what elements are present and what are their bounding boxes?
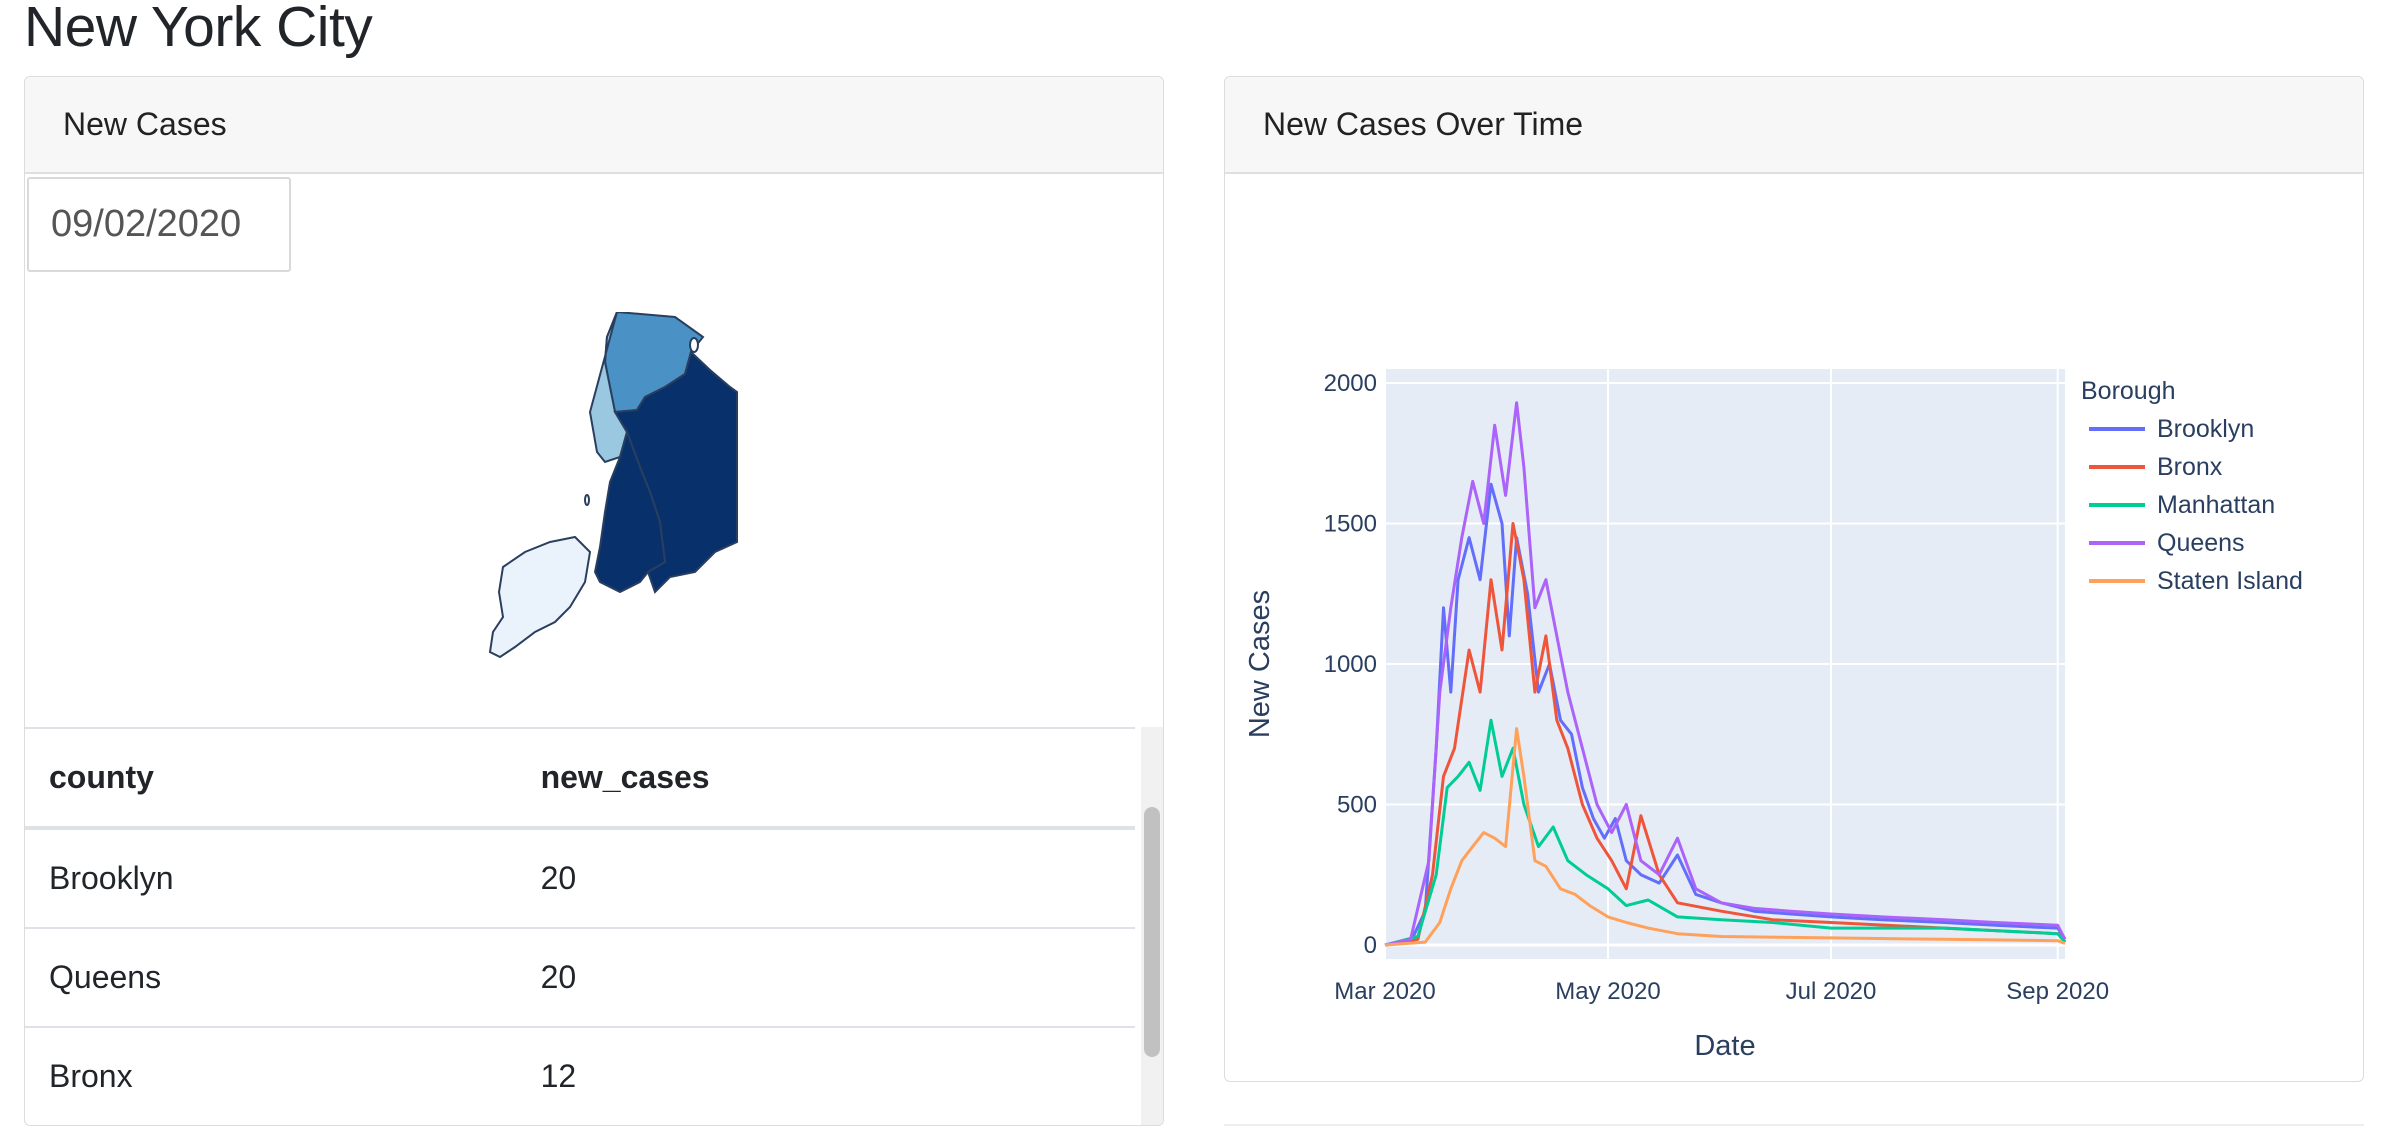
series-line-queens bbox=[1384, 401, 2067, 947]
x-tick-label: May 2020 bbox=[1555, 978, 1660, 1005]
x-tick-label: Jul 2020 bbox=[1786, 978, 1877, 1005]
table-cell-county[interactable]: Queens bbox=[25, 928, 517, 1028]
table-cell-new-cases[interactable]: 12 bbox=[516, 1027, 1135, 1125]
table-row: Brooklyn 20 bbox=[25, 828, 1135, 929]
table-scrollbar-thumb[interactable] bbox=[1144, 807, 1160, 1057]
table-cell-county[interactable]: Brooklyn bbox=[25, 828, 517, 929]
series-line-brooklyn bbox=[1384, 482, 2067, 947]
map-island-marker bbox=[689, 337, 699, 353]
table-cell-new-cases[interactable]: 20 bbox=[516, 928, 1135, 1028]
map-region-staten-island[interactable] bbox=[488, 535, 592, 659]
x-axis-title: Date bbox=[1694, 1030, 1755, 1062]
y-tick-label: 500 bbox=[1337, 791, 1377, 818]
legend-item-label: Staten Island bbox=[2157, 567, 2303, 595]
legend-item-label: Manhattan bbox=[2157, 491, 2275, 519]
borough-choropleth-map[interactable] bbox=[455, 312, 765, 712]
legend-title: Borough bbox=[2081, 377, 2176, 405]
date-picker-input[interactable]: 09/02/2020 bbox=[27, 177, 291, 272]
x-axis-ticks: Mar 2020 May 2020 Jul 2020 Sep 2020 bbox=[1334, 978, 2109, 1005]
cases-table: county new_cases Brooklyn 20 Queens 20 B… bbox=[25, 727, 1135, 1125]
chart-legend: Borough Brooklyn Bronx Manhattan Queens Stat… bbox=[2081, 377, 2303, 595]
y-tick-label: 1000 bbox=[1324, 651, 1377, 678]
new-cases-line-chart[interactable]: Mar 2020 May 2020 Jul 2020 Sep 2020 0 500 100… bbox=[1225, 174, 2364, 1079]
new-cases-card: New Cases 09/02/2020 county new_cases Br… bbox=[24, 76, 1164, 1126]
divider bbox=[1224, 1124, 2364, 1126]
legend-item-label: Queens bbox=[2157, 529, 2245, 557]
table-scrollbar[interactable] bbox=[1141, 727, 1163, 1125]
map-island-marker bbox=[584, 494, 590, 506]
series-line-staten-island bbox=[1384, 727, 2066, 947]
map-region-brooklyn[interactable] bbox=[593, 428, 667, 594]
y-axis-ticks: 0 500 1000 1500 2000 bbox=[1324, 370, 1377, 959]
grid-lines bbox=[1384, 369, 2065, 959]
series-group bbox=[1384, 401, 2067, 947]
legend-item-label: Brooklyn bbox=[2157, 415, 2254, 443]
series-line-manhattan bbox=[1384, 718, 2067, 947]
table-row: Queens 20 bbox=[25, 928, 1135, 1028]
y-tick-label: 2000 bbox=[1324, 370, 1377, 397]
new-cases-over-time-card-header: New Cases Over Time bbox=[1225, 77, 2363, 174]
page-title: New York City bbox=[24, 0, 373, 59]
y-tick-label: 1500 bbox=[1324, 511, 1377, 538]
series-line-bronx bbox=[1384, 522, 2067, 947]
table-row: Bronx 12 bbox=[25, 1027, 1135, 1125]
x-tick-label: Mar 2020 bbox=[1334, 978, 1435, 1005]
table-header-row: county new_cases bbox=[25, 727, 1135, 830]
table-header-county[interactable]: county bbox=[25, 727, 517, 830]
table-cell-county[interactable]: Bronx bbox=[25, 1027, 517, 1125]
legend-item-label: Bronx bbox=[2157, 453, 2223, 481]
table-cell-new-cases[interactable]: 20 bbox=[516, 828, 1135, 929]
y-tick-label: 0 bbox=[1364, 932, 1377, 959]
table-header-new-cases[interactable]: new_cases bbox=[516, 727, 1135, 830]
new-cases-card-header: New Cases bbox=[25, 77, 1163, 174]
x-tick-label: Sep 2020 bbox=[2006, 978, 2109, 1005]
new-cases-over-time-card: New Cases Over Time Mar 2020 May 2020 Jul … bbox=[1224, 76, 2364, 1082]
cases-table-container: county new_cases Brooklyn 20 Queens 20 B… bbox=[25, 727, 1135, 1125]
y-axis-title: New Cases bbox=[1244, 590, 1276, 738]
